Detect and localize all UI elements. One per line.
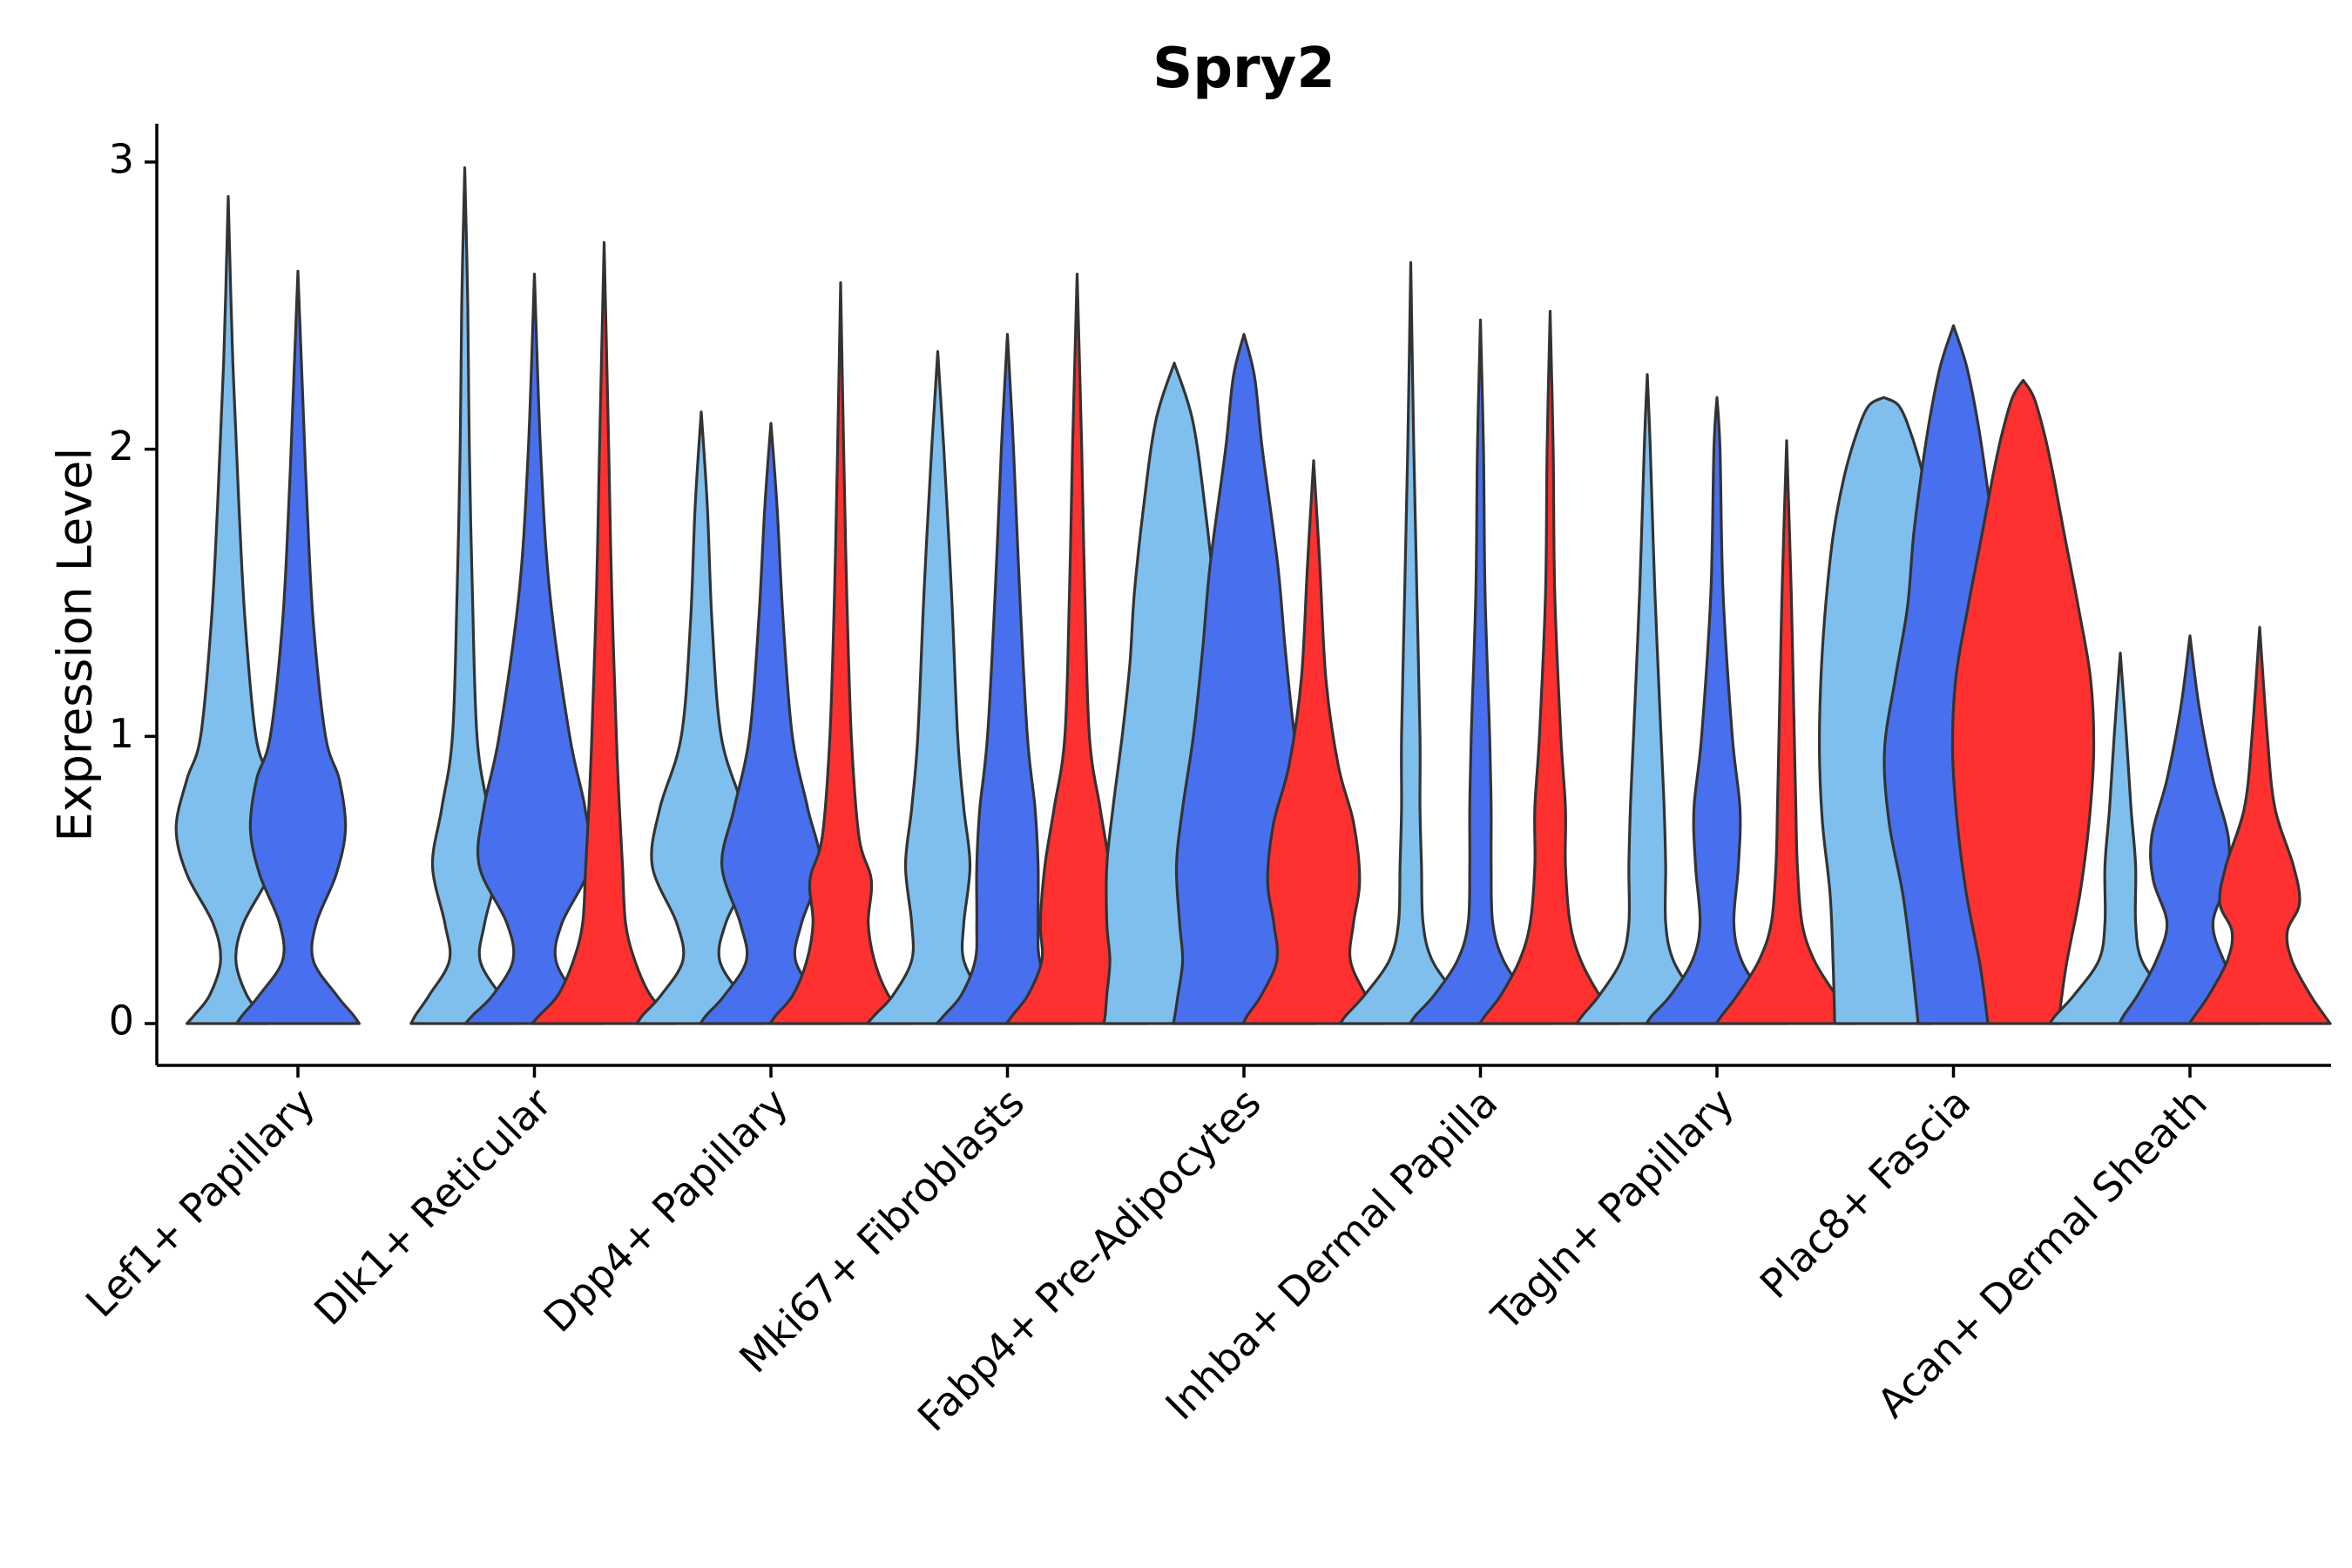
- y-axis-label: Expression Level: [48, 448, 103, 842]
- x-tick-label: Dpp4+ Papillary: [535, 1079, 797, 1342]
- y-tick-label: 3: [109, 136, 134, 183]
- violin-inhba-dermal-papilla-1: [1338, 260, 1484, 1025]
- violin-acan-dermal-sheath-3: [2187, 625, 2332, 1025]
- y-tick-label: 1: [109, 710, 134, 757]
- violins-layer: [174, 166, 2332, 1025]
- violin-inhba-dermal-papilla-3: [1477, 309, 1623, 1025]
- violin-dlk1-reticular-3: [531, 240, 678, 1025]
- violin-acan-dermal-sheath-2: [2118, 634, 2262, 1025]
- violin-dpp4-papillary-2: [699, 422, 843, 1025]
- violin-fabp4-pre-adipocytes-3: [1241, 459, 1386, 1025]
- x-tick-label: Tagln+ Papillary: [1482, 1079, 1743, 1341]
- violin-tagln-papillary-1: [1575, 373, 1720, 1025]
- violin-dlk1-reticular-1: [409, 166, 520, 1025]
- violin-acan-dermal-sheath-1: [2048, 652, 2193, 1025]
- violin-mki67-fibroblasts-1: [865, 350, 1010, 1025]
- y-tick-label: 2: [109, 422, 134, 470]
- violin-lef1-papillary-1: [174, 195, 282, 1025]
- x-tick-label: Dlk1+ Reticular: [305, 1079, 560, 1335]
- violin-dlk1-reticular-2: [463, 273, 605, 1025]
- chart-title: Spry2: [1152, 37, 1335, 101]
- violin-plac8-fascia-3: [1950, 378, 2096, 1025]
- x-tick-label: Lef1+ Papillary: [77, 1079, 324, 1327]
- violin-lef1-papillary-2: [235, 269, 361, 1025]
- x-tick-label: Plac8+ Fascia: [1751, 1079, 1979, 1308]
- violin-tagln-papillary-3: [1714, 439, 1859, 1025]
- y-tick-label: 0: [109, 997, 134, 1044]
- violin-dpp4-papillary-3: [768, 280, 913, 1025]
- violin-mki67-fibroblasts-2: [935, 333, 1080, 1025]
- violin-inhba-dermal-papilla-2: [1408, 318, 1553, 1025]
- violin-tagln-papillary-2: [1645, 395, 1789, 1025]
- y-ticks-layer: 0 1 2 3: [109, 136, 157, 1044]
